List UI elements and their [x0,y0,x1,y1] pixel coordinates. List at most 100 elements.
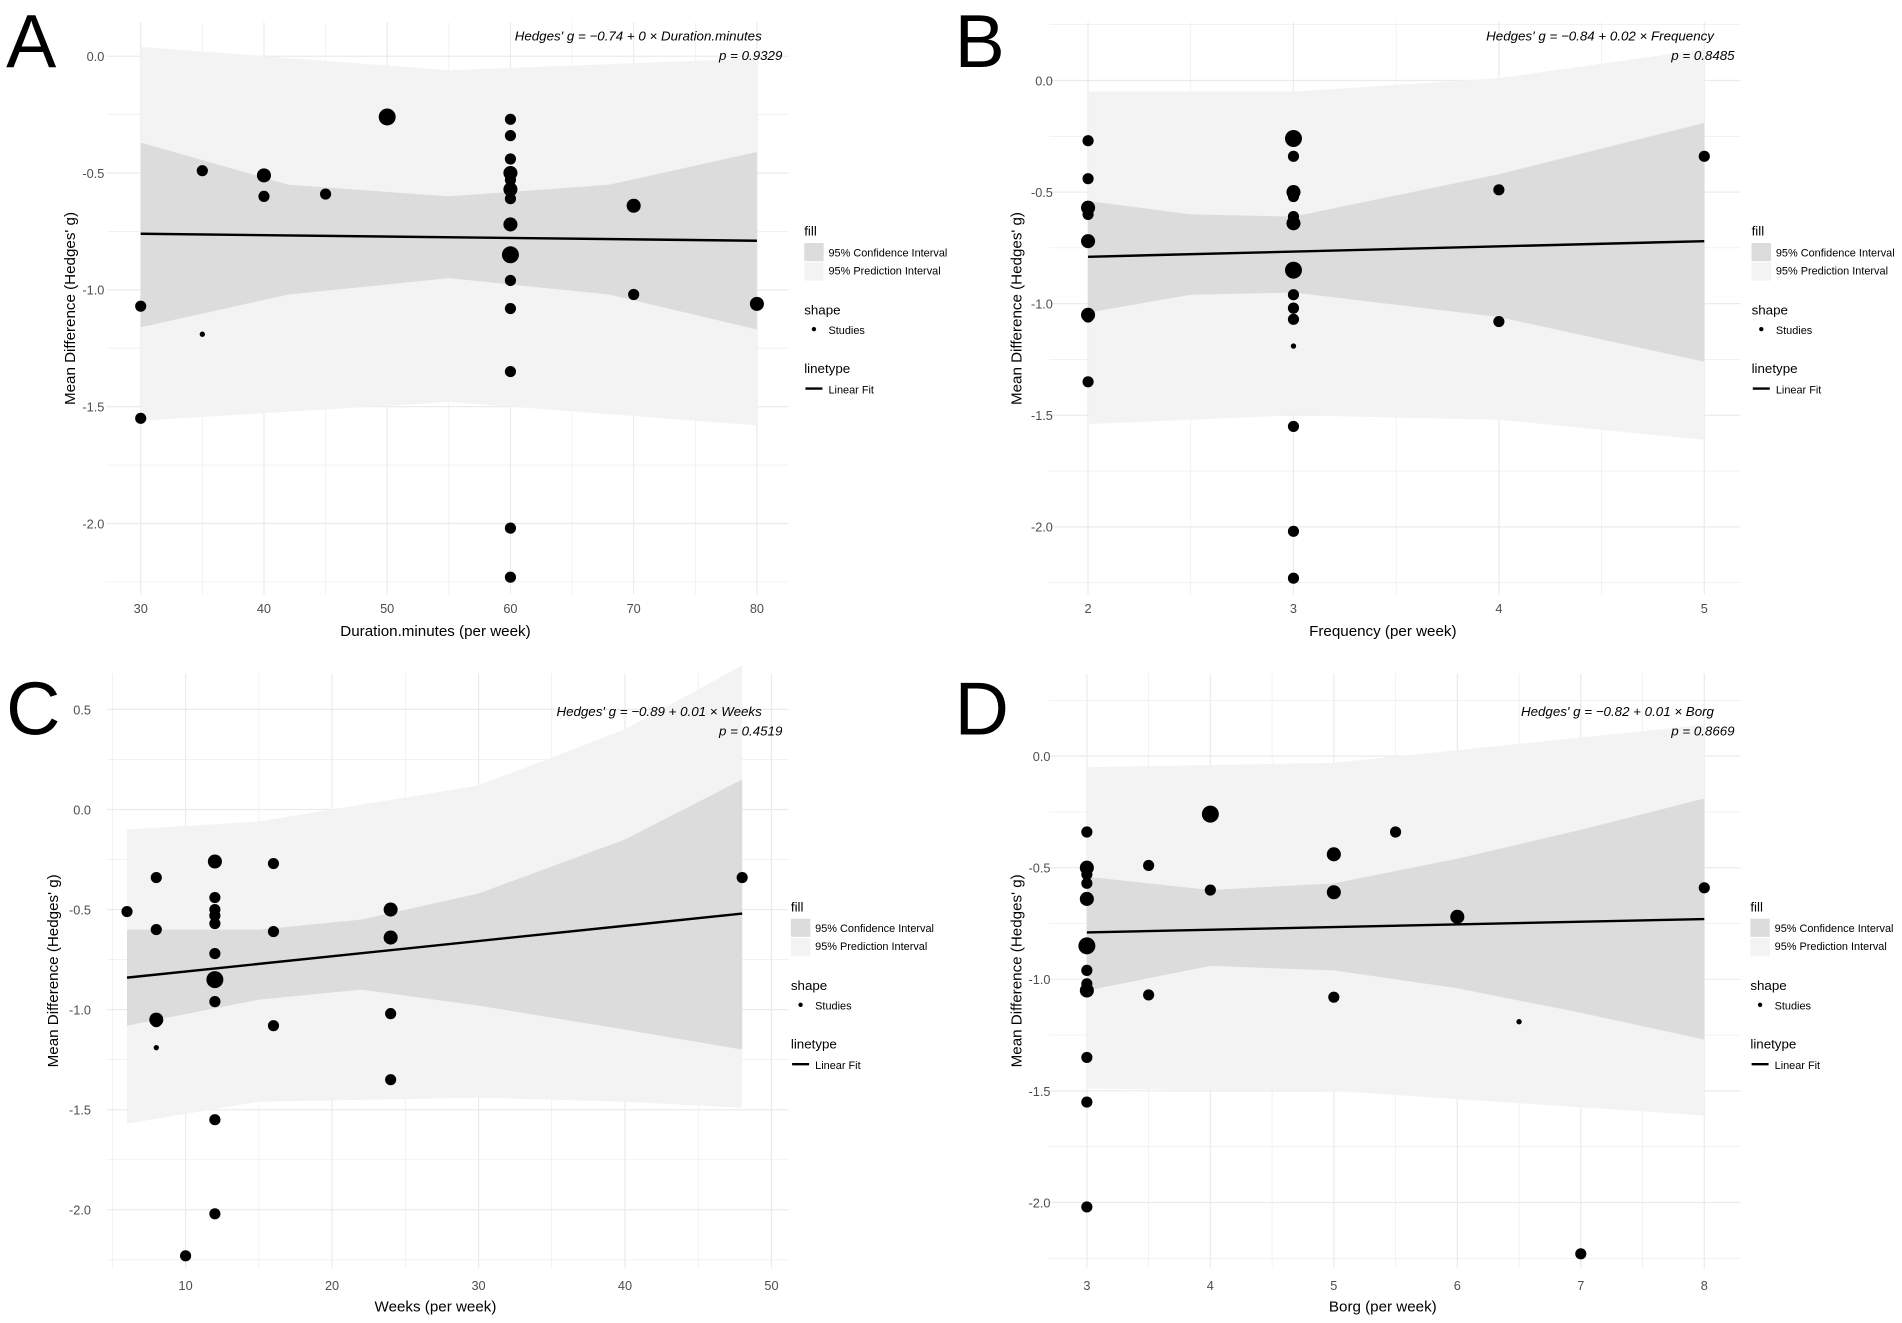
legend-linetype-title: linetype [804,361,850,376]
study-point [206,971,224,989]
legend-linear-fit-label: Linear Fit [1776,384,1821,396]
study-point [503,217,518,232]
study-point [1450,909,1465,924]
legend-shape-title: shape [804,303,840,318]
study-point [180,1250,192,1262]
study-point [207,854,222,869]
study-point [504,571,517,583]
study-point [1081,1201,1093,1213]
y-tick-label: -1.0 [69,1002,91,1017]
pi-swatch [790,938,811,957]
study-point [1081,964,1093,976]
study-point [153,1044,159,1051]
study-point [121,905,133,918]
regression-equation: Hedges' g = −0.84 + 0.02 × Frequency [1486,28,1715,43]
panel-c: 10 20 30 40 50 0.5 0.0 -0.5 -1.0 -1.5 -2.0 Weeks (p… [6,665,934,1316]
x-tick-label: 30 [134,601,148,616]
x-axis-title: Duration.minutes (per week) [340,623,530,640]
legend-pi-label: 95% Prediction Interval [1776,266,1888,278]
study-point [209,909,221,922]
legend-studies-label: Studies [828,325,865,337]
study-point [1493,184,1505,196]
study-point [1081,868,1093,880]
p-value: p = 0.8669 [1670,723,1735,738]
legend-fill-title: fill [804,224,817,239]
panel-a: 30 40 50 60 70 80 0.0 -0.5 -1.0 -1.5 -2.0 Duration.… [6,0,947,640]
legend-fill-title: fill [791,899,804,914]
study-point [1287,525,1300,537]
x-tick-label: 20 [325,1278,339,1293]
legend-fill-title: fill [1750,899,1763,914]
study-point [267,1020,280,1032]
ci-swatch [804,243,824,262]
confidence-interval-band [1088,122,1705,362]
ci-swatch [790,918,811,937]
studies-point-icon [1757,1002,1763,1007]
studies-point-icon [811,326,817,332]
legend-linear-fit-label: Linear Fit [828,384,873,396]
study-point [1326,885,1341,900]
x-tick-label: 70 [627,601,641,616]
legend-shape-title: shape [1750,978,1786,993]
legend-studies-label: Studies [1776,325,1813,337]
legend-linear-fit-label: Linear Fit [1775,1060,1820,1072]
panel-letter: D [955,666,1009,750]
y-tick-label: 0.0 [1035,73,1053,88]
legend: fill 95% Confidence Interval 95% Predictio… [804,224,947,396]
x-tick-label: 10 [179,1278,193,1293]
study-point [504,274,517,287]
regression-equation: Hedges' g = −0.82 + 0.01 × Borg [1521,704,1715,719]
y-tick-label: -2.0 [82,516,104,531]
y-tick-label: -1.5 [1031,408,1053,423]
study-point [209,1114,221,1126]
study-point [504,174,517,186]
x-tick-label: 5 [1330,1278,1337,1293]
study-point [504,130,517,142]
x-tick-label: 40 [618,1278,632,1293]
study-point [736,871,748,884]
y-tick-label: -0.5 [1031,185,1053,200]
study-point [135,300,147,312]
panel-d: 3 4 5 6 7 8 0.0 -0.5 -1.0 -1.5 -2.0 Borg (per week)… [955,666,1894,1315]
y-tick-label: -1.0 [82,283,104,298]
regression-equation: Hedges' g = −0.74 + 0 × Duration.minutes [515,28,762,43]
study-point [1082,173,1094,185]
study-point [199,331,205,337]
study-point [256,168,271,183]
y-tick-label: -1.5 [69,1103,91,1118]
x-tick-label: 50 [764,1278,778,1293]
y-axis-title: Mean Difference (Hedges' g) [1008,874,1025,1067]
study-point [504,193,517,205]
ci-swatch [1751,243,1771,262]
study-point [1081,826,1093,838]
linear-fit-line [1086,917,1705,934]
study-point [209,891,221,904]
y-tick-label: 0.0 [1033,749,1051,764]
study-point [503,182,518,197]
linear-fit-line [1088,239,1705,259]
legend-fill-title: fill [1752,224,1765,239]
x-tick-label: 6 [1454,1278,1461,1293]
y-tick-label: -1.5 [1029,1084,1051,1099]
legend-ci-label: 95% Confidence Interval [1776,247,1895,259]
study-point [504,522,517,534]
legend: fill 95% Confidence Interval 95% Predictio… [791,899,934,1072]
study-point [504,302,517,315]
y-axis-title: Mean Difference (Hedges' g) [62,212,79,405]
legend-shape-title: shape [1752,303,1788,318]
study-point [628,288,640,301]
y-tick-label: -2.0 [1031,520,1053,535]
study-point [385,1008,397,1020]
legend-ci-label: 95% Confidence Interval [1775,923,1894,935]
study-point [1287,313,1300,325]
study-point [1290,343,1297,349]
regression-equation: Hedges' g = −0.89 + 0.01 × Weeks [556,704,762,719]
study-point [1081,1096,1093,1108]
legend-pi-label: 95% Prediction Interval [828,266,940,278]
study-point [1204,884,1216,896]
study-point [1287,190,1300,203]
x-tick-label: 8 [1701,1278,1708,1293]
y-tick-label: 0.0 [87,49,105,64]
study-point [501,246,519,264]
study-point [1082,311,1094,323]
